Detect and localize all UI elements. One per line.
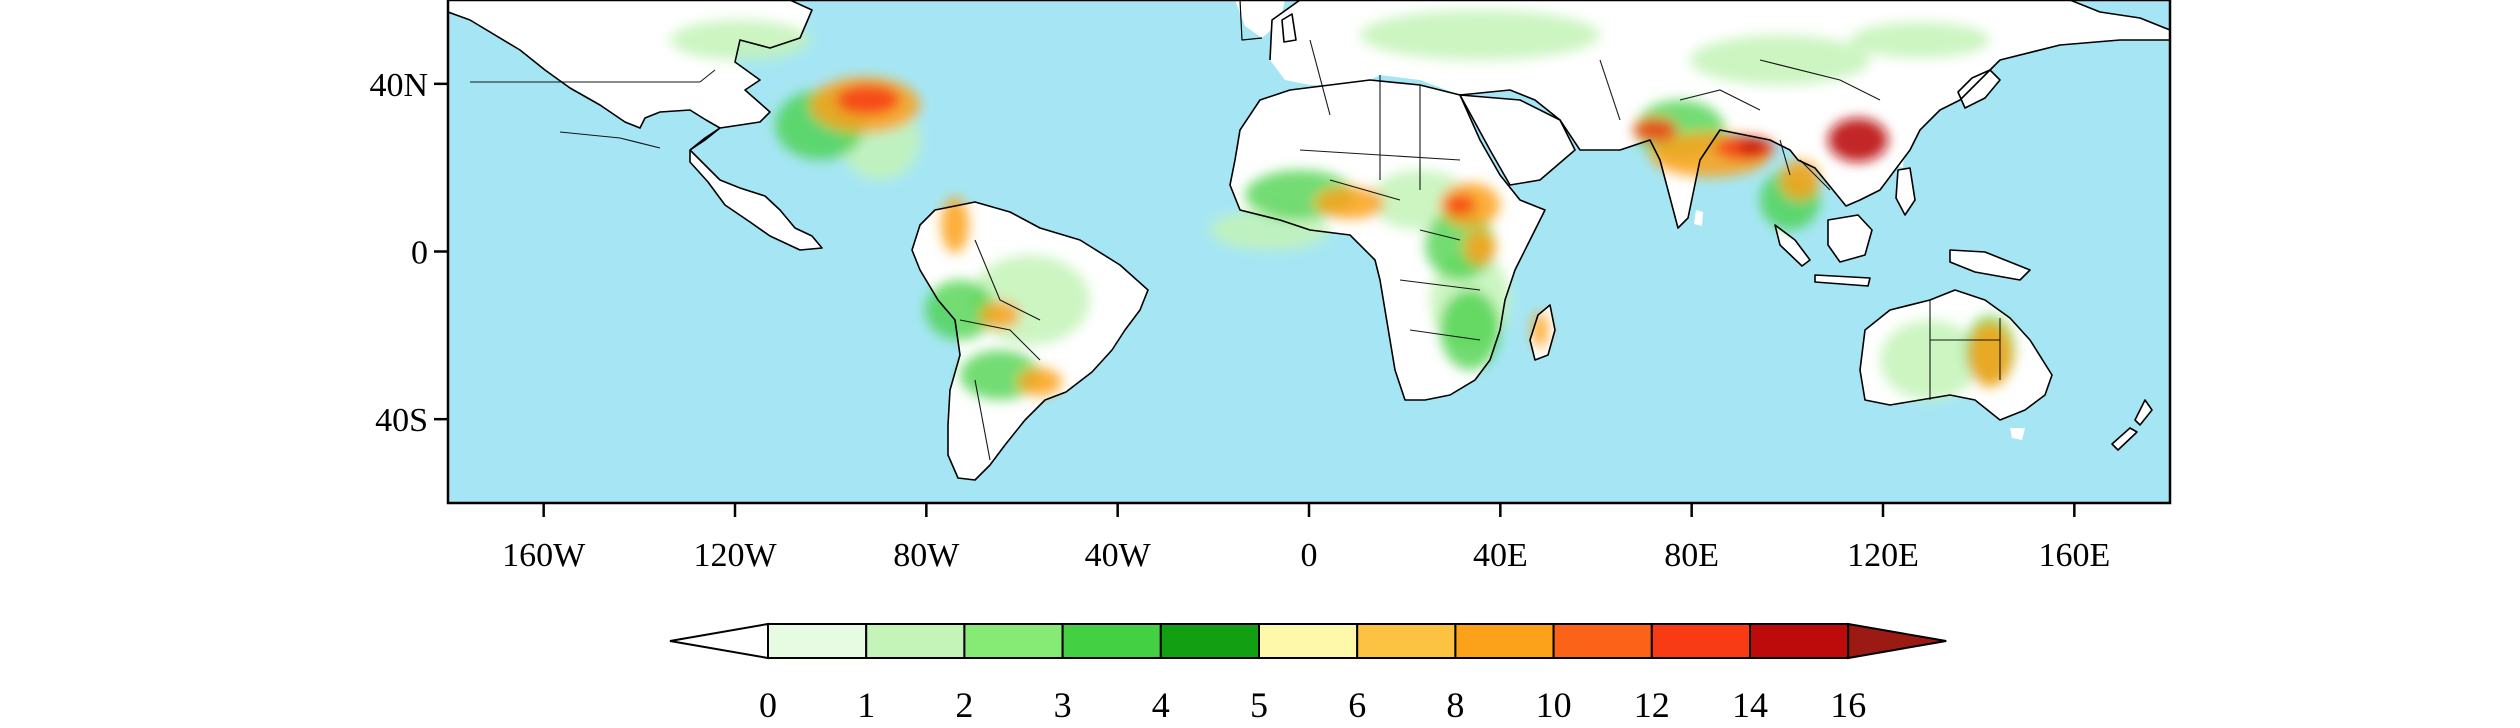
colorbar-swatch <box>1258 623 1359 659</box>
colorbar-swatch <box>1552 623 1653 659</box>
colorbar-label: 4 <box>1152 685 1170 725</box>
very-high-value-patches <box>836 85 1775 215</box>
colorbar-label: 16 <box>1830 685 1866 725</box>
colorbar-label: 10 <box>1536 685 1572 725</box>
colorbar-swatch <box>963 623 1064 659</box>
arabia-land <box>1460 95 1575 185</box>
north-america-land <box>448 0 822 250</box>
colorbar-swatch <box>1356 623 1457 659</box>
colorbar-label: 6 <box>1348 685 1366 725</box>
x-tick-label: 120E <box>1847 537 1919 574</box>
x-tick-label: 0 <box>1301 537 1318 574</box>
colorbar-label: 14 <box>1732 685 1768 725</box>
extreme-value-patches <box>1738 118 1888 162</box>
colorbar-label: 5 <box>1250 685 1268 725</box>
borneo-land <box>1828 215 1872 262</box>
y-tick-label: 40S <box>375 402 428 439</box>
colorbar-swatch <box>865 623 966 659</box>
colorbar-label: 3 <box>1054 685 1072 725</box>
y-tick-label: 40N <box>369 67 428 104</box>
internal-borders <box>470 39 2001 461</box>
japan-land <box>1958 70 2000 108</box>
new-guinea-land <box>1950 250 2030 280</box>
colorbar-swatch <box>1454 623 1555 659</box>
colorbar-swatch <box>767 623 868 659</box>
x-tick-label: 40E <box>1473 537 1528 574</box>
country-boundaries <box>448 0 2170 481</box>
tasmania-land <box>2010 428 2025 440</box>
taiwan-land <box>1897 150 1904 168</box>
x-tick-label: 120W <box>693 537 777 574</box>
x-tick-label: 160W <box>502 537 586 574</box>
colorbar-label: 1 <box>857 685 875 725</box>
colorbar-label: 2 <box>955 685 973 725</box>
colorbar-label: 0 <box>759 685 777 725</box>
colorbar-under-arrow <box>669 622 769 660</box>
sumatra-land <box>1775 225 1810 266</box>
colorbar-swatch <box>1061 623 1162 659</box>
precipitation-field <box>670 10 2015 400</box>
colorbar-over-arrow <box>1847 622 1947 660</box>
colorbar-swatch <box>1650 623 1752 659</box>
sri-lanka-land <box>1694 210 1703 226</box>
philippines-land <box>1896 168 1915 215</box>
y-tick-label: 0 <box>411 235 428 272</box>
world-map <box>448 0 2170 503</box>
colorbar-swatch <box>1749 623 1850 659</box>
x-tick-label: 40W <box>1085 537 1152 574</box>
land-masses <box>448 0 2170 480</box>
x-tick-label: 80E <box>1664 537 1719 574</box>
colorbar-label: 12 <box>1634 685 1670 725</box>
colorbar-swatch <box>1159 623 1261 659</box>
x-tick-label: 80W <box>893 537 960 574</box>
x-tick-label: 160E <box>2038 537 2110 574</box>
new-zealand-land <box>2112 400 2152 450</box>
colorbar-label: 8 <box>1446 685 1464 725</box>
colorbar: 0 1 2 3 4 5 6 8 10 12 14 16 <box>669 622 1947 725</box>
longitude-axis: 160W 120W 80W 40W 0 40E 80E 120E 160E <box>502 503 2110 574</box>
latitude-axis: 40N 0 40S <box>369 67 448 439</box>
